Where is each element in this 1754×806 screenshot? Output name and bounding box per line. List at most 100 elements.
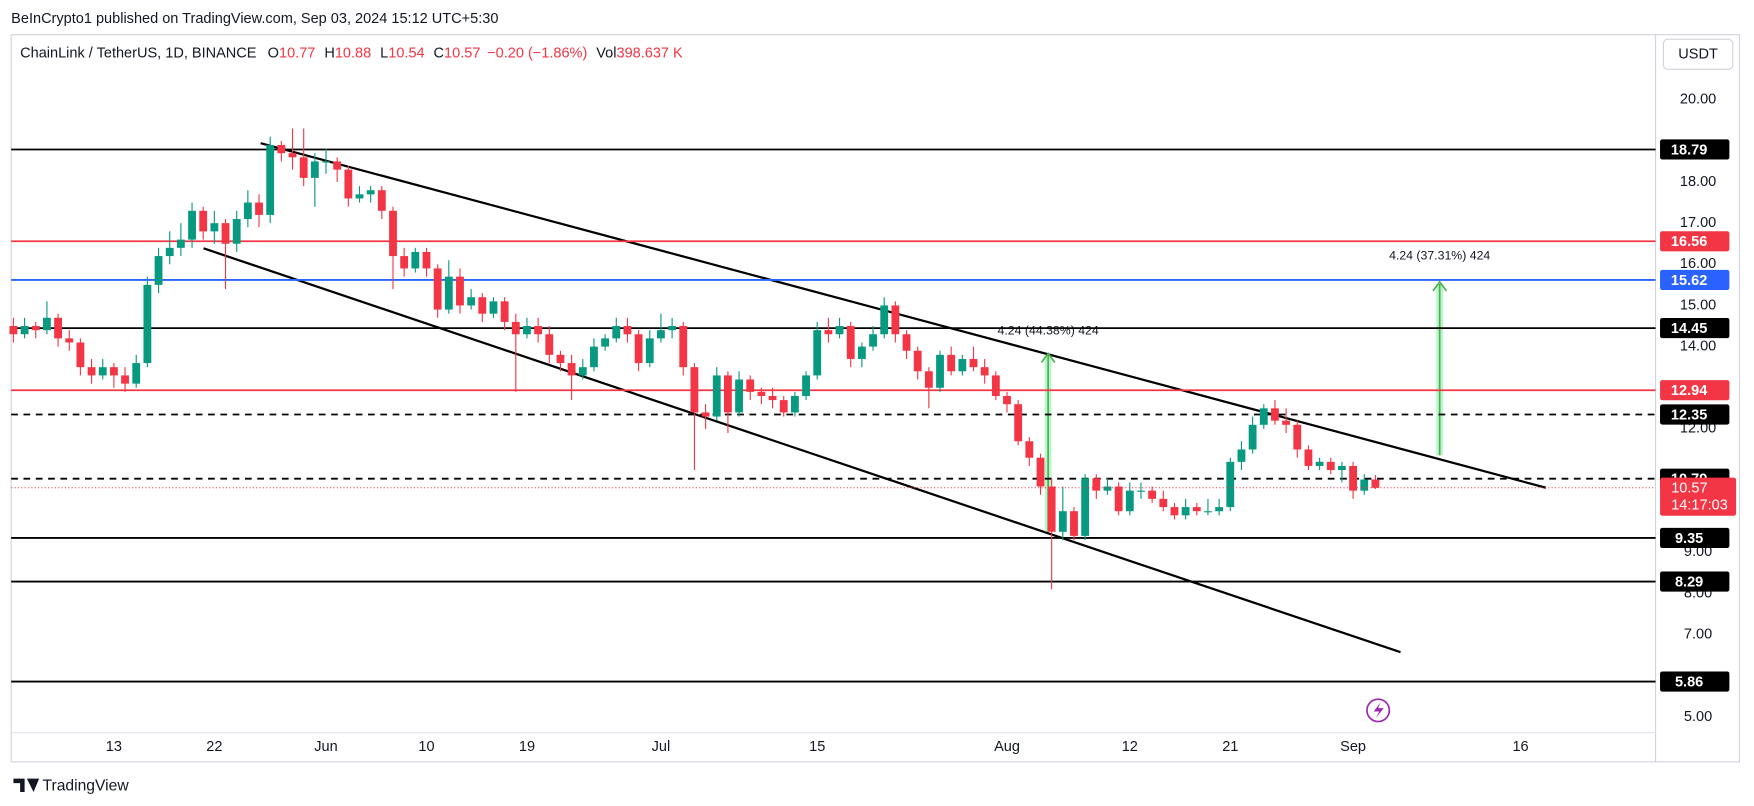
legend-value: 10.77 <box>279 46 315 62</box>
candle-body <box>411 251 420 269</box>
y-tick-label: 20.00 <box>1680 92 1716 108</box>
x-tick-label: 12 <box>1122 739 1138 755</box>
brand: TradingView <box>13 778 129 795</box>
price-tag <box>1660 477 1737 516</box>
y-tick-label: 12.00 <box>1680 421 1716 437</box>
y-tick-label: 16.00 <box>1680 256 1716 272</box>
candle-body <box>467 297 476 306</box>
candle-body <box>657 330 665 339</box>
candle-body <box>42 317 51 331</box>
y-tick-label: 5.00 <box>1684 709 1712 725</box>
candle-body <box>176 239 185 248</box>
measure-label: 4.24 (44.38%) 424 <box>998 323 1099 337</box>
candle-body <box>31 326 40 331</box>
candle-body <box>232 219 241 244</box>
candle-body <box>835 326 844 335</box>
candle-body <box>266 144 275 215</box>
candle-body <box>277 144 286 154</box>
candle-body <box>1271 408 1279 421</box>
candle-body <box>1371 479 1380 488</box>
candle-body <box>400 256 409 269</box>
level-tag-label: 8.29 <box>1675 575 1703 591</box>
y-tick-label: 18.00 <box>1680 174 1716 190</box>
candle-body <box>433 268 442 310</box>
candle-body <box>54 317 62 339</box>
candle-body <box>76 342 85 368</box>
symbol-legend: ChainLink / TetherUS, 1D, BINANCE O10.77 H… <box>20 46 683 62</box>
level-tag-label: 5.86 <box>1675 675 1703 691</box>
candle-body <box>813 330 822 376</box>
candle-body <box>1114 486 1123 512</box>
x-tick-label: Aug <box>994 739 1020 755</box>
candle-body <box>1248 424 1257 450</box>
candle-body <box>98 367 107 376</box>
candle-body <box>824 330 833 335</box>
legend-value: 10.57 <box>444 46 480 62</box>
candle-body <box>333 161 342 170</box>
candle-body <box>880 305 889 335</box>
candle-body <box>1070 511 1078 536</box>
candle-body <box>645 338 654 364</box>
candle-body <box>891 305 900 335</box>
candle-body <box>679 326 688 368</box>
candle-body <box>456 276 464 306</box>
candle-body <box>1025 441 1034 458</box>
legend-change: −0.20 (−1.86%) <box>487 46 587 62</box>
candle-body <box>958 358 967 372</box>
candle-body <box>869 334 877 347</box>
candle-body <box>534 326 543 335</box>
level-tag <box>1660 527 1730 549</box>
candle-body <box>601 338 610 347</box>
level-tag-label: 15.62 <box>1671 273 1707 289</box>
candle-body <box>1204 511 1212 513</box>
candle-body <box>1125 490 1134 512</box>
candle-body <box>389 210 397 257</box>
candle-body <box>668 326 677 331</box>
publisher: BeInCrypto1 published on TradingView.com… <box>11 11 498 27</box>
candle-body <box>735 379 743 413</box>
x-tick-label: 19 <box>519 739 535 755</box>
candle-body <box>322 161 330 163</box>
x-tick-label: 16 <box>1512 739 1528 755</box>
price-tag-value: 10.57 <box>1671 481 1707 497</box>
trend-line-lower <box>203 247 1401 654</box>
candle-body <box>768 395 777 401</box>
candle-body <box>590 346 598 368</box>
candle-body <box>578 367 587 376</box>
candle-body <box>1014 404 1023 442</box>
level-tag <box>1660 231 1730 252</box>
candle-body <box>310 161 319 178</box>
level-tag <box>1660 671 1730 692</box>
level-tag-label: 16.56 <box>1671 234 1707 250</box>
candle-body <box>1259 408 1268 425</box>
candle-body <box>165 247 174 257</box>
symbol-title: ChainLink / TetherUS, 1D, BINANCE <box>20 46 257 62</box>
event-icon[interactable] <box>1366 698 1391 723</box>
x-tick-label: Sep <box>1340 739 1366 755</box>
trend-line-upper <box>260 142 1547 489</box>
candle-body <box>980 367 989 376</box>
currency-button[interactable] <box>1662 38 1734 70</box>
candle-body <box>154 256 163 285</box>
currency[interactable]: USDT <box>1678 47 1718 63</box>
y-tick-label: 15.00 <box>1680 297 1716 313</box>
candle-body <box>65 338 74 343</box>
candle-body <box>857 346 866 359</box>
candle-body <box>1148 490 1157 499</box>
legend-key: H <box>324 46 334 62</box>
level-tag-label: 9.35 <box>1675 531 1703 547</box>
measure-arrow <box>1432 280 1448 456</box>
candle-body <box>377 190 386 211</box>
candle-body <box>243 202 252 220</box>
candle-body <box>523 326 531 335</box>
price-tag-countdown: 14:17:03 <box>1671 497 1728 513</box>
y-tick-label: 14.00 <box>1680 338 1716 354</box>
level-tag-label: 12.35 <box>1671 407 1707 423</box>
candle-body <box>422 251 431 269</box>
candle-body <box>511 321 520 335</box>
candle-body <box>1181 507 1190 516</box>
candle-body <box>199 210 208 232</box>
candle-body <box>757 391 766 396</box>
candle-body <box>1215 507 1224 512</box>
